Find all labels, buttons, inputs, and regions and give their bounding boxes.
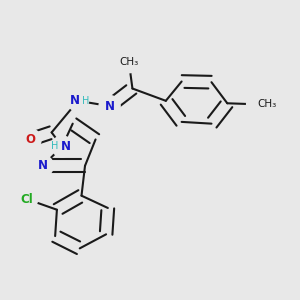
Text: Cl: Cl (21, 193, 33, 206)
Circle shape (20, 129, 41, 150)
Text: N: N (105, 100, 115, 112)
Text: CH₃: CH₃ (257, 99, 276, 109)
Circle shape (16, 189, 38, 210)
Circle shape (247, 94, 268, 115)
Text: CH₃: CH₃ (119, 57, 139, 67)
Text: N: N (38, 159, 48, 172)
Text: H: H (82, 96, 89, 106)
Circle shape (99, 95, 120, 117)
Circle shape (118, 52, 140, 73)
Text: O: O (26, 133, 36, 146)
Circle shape (68, 90, 88, 111)
Text: H: H (51, 142, 58, 152)
Circle shape (32, 155, 53, 176)
Text: N: N (61, 140, 71, 153)
Text: N: N (70, 94, 80, 107)
Circle shape (52, 136, 73, 157)
